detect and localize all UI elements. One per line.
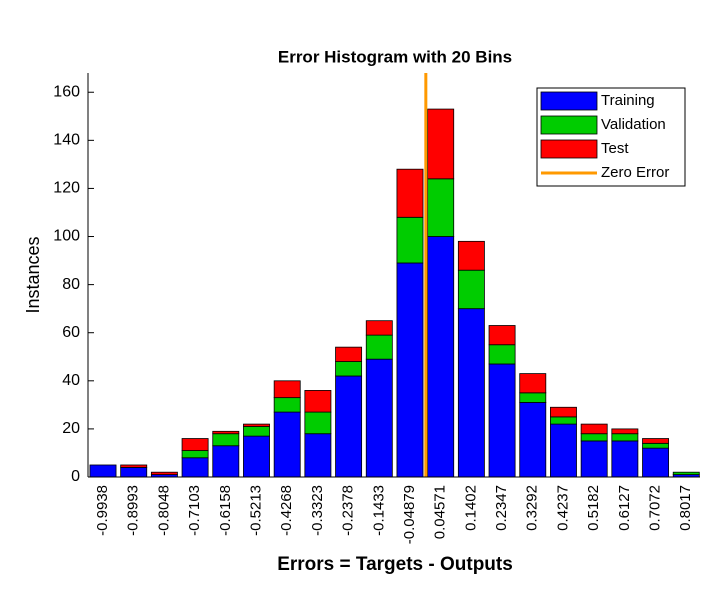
y-tick-label: 120 bbox=[53, 180, 80, 197]
bar-segment bbox=[611, 433, 639, 442]
y-tick-label: 60 bbox=[62, 324, 80, 341]
bar-segment bbox=[89, 464, 117, 478]
bar-segment bbox=[181, 450, 209, 459]
bar-segment bbox=[120, 464, 148, 468]
x-tick-label: -0.5213 bbox=[247, 485, 264, 536]
y-tick-label: 40 bbox=[62, 372, 80, 389]
y-axis-label: Instances bbox=[23, 236, 43, 313]
y-tick-label: 160 bbox=[53, 83, 80, 100]
bar-segment bbox=[580, 423, 608, 435]
bar-segment bbox=[642, 438, 670, 444]
bar-segment bbox=[488, 363, 516, 478]
bar-segment bbox=[427, 178, 455, 237]
bar-segment bbox=[488, 344, 516, 365]
bar-segment bbox=[273, 397, 301, 413]
x-tick-label: 0.2347 bbox=[493, 485, 510, 531]
bar-segment bbox=[427, 108, 455, 180]
bar-segment bbox=[273, 380, 301, 399]
bar-segment bbox=[212, 445, 240, 478]
bar-segment bbox=[611, 440, 639, 478]
bar-segment bbox=[273, 411, 301, 478]
bar-segment bbox=[365, 320, 393, 336]
bar-segment bbox=[396, 216, 424, 264]
bar-segment bbox=[181, 438, 209, 451]
bar-segment bbox=[304, 390, 332, 413]
x-tick-label: -0.1433 bbox=[370, 485, 387, 536]
bar-segment bbox=[335, 346, 363, 362]
bar-segment bbox=[396, 168, 424, 218]
legend-swatch bbox=[540, 91, 598, 111]
bar-segment bbox=[580, 433, 608, 442]
y-tick-label: 140 bbox=[53, 132, 80, 149]
bar-segment bbox=[304, 433, 332, 478]
bar-segment bbox=[488, 325, 516, 346]
x-tick-label: -0.2378 bbox=[340, 485, 357, 536]
bar-segment bbox=[519, 373, 547, 394]
legend-label: Zero Error bbox=[601, 164, 669, 181]
bar-segment bbox=[335, 361, 363, 377]
bar-segment bbox=[212, 433, 240, 447]
legend-label: Test bbox=[601, 140, 629, 157]
y-tick-label: 80 bbox=[62, 276, 80, 293]
x-tick-label: -0.8993 bbox=[125, 485, 142, 536]
bar-segment bbox=[611, 428, 639, 435]
bar-segment bbox=[120, 466, 148, 478]
x-tick-label: 0.3292 bbox=[524, 485, 541, 531]
legend-swatch bbox=[540, 115, 598, 135]
bar-segment bbox=[335, 375, 363, 478]
bar-segment bbox=[519, 402, 547, 478]
x-tick-label: -0.9938 bbox=[94, 485, 111, 536]
x-tick-label: 0.7072 bbox=[647, 485, 664, 531]
y-tick-label: 100 bbox=[53, 228, 80, 245]
y-tick-label: 0 bbox=[71, 468, 80, 485]
bar-segment bbox=[457, 308, 485, 478]
legend-label: Validation bbox=[601, 116, 666, 133]
bar-segment bbox=[304, 411, 332, 435]
bar-segment bbox=[642, 442, 670, 449]
bar-segment bbox=[550, 406, 577, 418]
x-tick-label: -0.6158 bbox=[217, 485, 234, 536]
bar-segment bbox=[427, 236, 455, 478]
bar-segment bbox=[150, 471, 178, 475]
x-tick-label: -0.7103 bbox=[186, 485, 203, 536]
chart-title: Error Histogram with 20 Bins bbox=[278, 47, 512, 66]
bar-segment bbox=[519, 392, 547, 403]
bar-segment bbox=[243, 426, 270, 437]
x-tick-label: 0.04571 bbox=[432, 485, 449, 539]
x-tick-label: 0.8017 bbox=[677, 485, 694, 531]
bar-segment bbox=[580, 440, 608, 478]
bar-segment bbox=[396, 262, 424, 478]
bar-segment bbox=[365, 358, 393, 478]
x-tick-label: -0.04879 bbox=[401, 485, 418, 544]
x-tick-label: 0.4237 bbox=[554, 485, 571, 531]
bar-segment bbox=[642, 447, 670, 478]
legend-swatch bbox=[540, 139, 598, 159]
bar-segment bbox=[365, 334, 393, 360]
bar-segment bbox=[457, 240, 485, 271]
bar-segment bbox=[550, 423, 577, 478]
x-tick-label: -0.4268 bbox=[278, 485, 295, 536]
bar-segment bbox=[181, 457, 209, 478]
bar-segment bbox=[212, 430, 240, 435]
x-axis-label: Errors = Targets - Outputs bbox=[277, 554, 513, 575]
x-tick-label: 0.1402 bbox=[462, 485, 479, 531]
x-tick-label: -0.8048 bbox=[155, 485, 172, 536]
legend-label: Training bbox=[601, 92, 655, 109]
bar-segment bbox=[550, 416, 577, 425]
bar-segment bbox=[457, 269, 485, 310]
x-tick-label: 0.5182 bbox=[585, 485, 602, 531]
y-tick-label: 20 bbox=[62, 420, 80, 437]
bar-segment bbox=[243, 435, 270, 478]
x-tick-label: -0.3323 bbox=[309, 485, 326, 536]
bar-segment bbox=[672, 471, 700, 475]
x-tick-label: 0.6127 bbox=[616, 485, 633, 531]
bar-segment bbox=[243, 423, 270, 427]
